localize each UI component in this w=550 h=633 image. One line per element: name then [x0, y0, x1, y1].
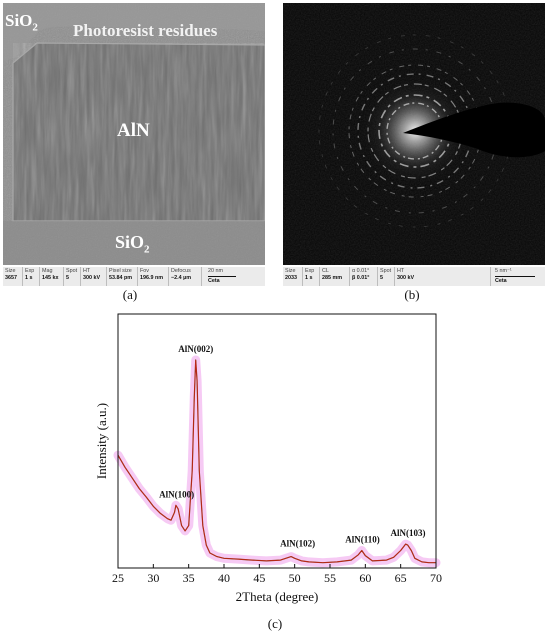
- peak-annotations: AlN(100) AlN(002) AlN(102) AlN(110) AlN(103): [159, 344, 425, 549]
- info-cell: Spot 5: [64, 267, 81, 286]
- info-cell: α 0.01° β 0.01°: [350, 267, 378, 286]
- y-axis-label: Intensity (a.u.): [94, 403, 109, 479]
- noise-band: [113, 355, 441, 568]
- x-tick-label: 45: [253, 571, 265, 585]
- xrd-chart-panel-c: 25 30 35 40 45 50 55 60 65 70 AlN(100) AlN(002) AlN…: [0, 312, 550, 612]
- x-tick-label: 60: [359, 571, 371, 585]
- x-tick-label: 50: [289, 571, 301, 585]
- x-tick-label: 65: [395, 571, 407, 585]
- x-tick-label: 40: [218, 571, 230, 585]
- label-sio2-top: SiO2: [5, 11, 38, 34]
- diffraction-svg: [283, 3, 545, 265]
- scale-bar-a: 20 nm Ceta: [202, 267, 265, 286]
- tem-micrograph: SiO2 Photoresist residues AlN SiO2: [3, 3, 265, 265]
- label-aln: AlN: [117, 120, 150, 141]
- noise-band-path: [113, 355, 441, 568]
- xrd-fit-curve: [117, 359, 436, 564]
- sio2-bottom: [3, 221, 265, 265]
- caption-a: (a): [122, 287, 138, 302]
- diffraction-panel-b: Size 2033 Exp 1 s CL 285 mm α 0.01° β 0.01° …: [283, 3, 545, 286]
- x-tick-label: 30: [147, 571, 159, 585]
- tem-image-panel-a: SiO2 Photoresist residues AlN SiO2 Size 3…: [3, 3, 265, 286]
- info-cell: HT 300 kV: [81, 267, 107, 286]
- label-photoresist: Photoresist residues: [73, 21, 218, 40]
- info-cell: Size 2033: [283, 267, 303, 286]
- peak-label: AlN(102): [280, 539, 315, 549]
- peak-label: AlN(002): [178, 344, 213, 354]
- tem-info-bar-a: Size 3657 Exp 1 s Mag 145 kx Spot 5 HT 300 kV…: [3, 267, 265, 286]
- diffraction-pattern: [283, 3, 545, 265]
- peak-label: AlN(103): [391, 528, 426, 538]
- tem-micrograph-svg: [3, 3, 265, 265]
- x-axis: 25 30 35 40 45 50 55 60 65 70: [112, 564, 442, 585]
- info-cell: CL 285 mm: [320, 267, 350, 286]
- x-tick-label: 25: [112, 571, 124, 585]
- info-cell: Exp 1 s: [303, 267, 320, 286]
- info-cell: Mag 145 kx: [40, 267, 64, 286]
- info-cell: Defocus −2.4 µm: [169, 267, 202, 286]
- diffraction-info-bar-b: Size 2033 Exp 1 s CL 285 mm α 0.01° β 0.01° …: [283, 267, 545, 286]
- xrd-curve: [117, 359, 436, 564]
- info-cell: Pixel size 53.84 pm: [107, 267, 138, 286]
- xrd-chart: 25 30 35 40 45 50 55 60 65 70 AlN(100)AlN(002)AlN…: [94, 313, 442, 604]
- caption-c: (c): [267, 616, 283, 631]
- x-tick-label: 55: [324, 571, 336, 585]
- x-axis-label: 2Theta (degree): [236, 589, 319, 604]
- plot-area: [117, 359, 436, 564]
- plot-frame: [117, 313, 437, 569]
- beam-stopper: [403, 102, 545, 158]
- info-cell: HT 300 kV: [395, 267, 491, 286]
- photoresist-residue: [3, 3, 265, 61]
- peak-label: AlN(110): [345, 534, 380, 544]
- label-sio2-bottom: SiO2: [115, 232, 150, 256]
- caption-b: (b): [404, 287, 420, 302]
- info-cell: Size 3657: [3, 267, 23, 286]
- peak-label: AlN(100): [159, 489, 194, 499]
- info-cell: Spot 5: [378, 267, 395, 286]
- x-tick-label: 35: [183, 571, 195, 585]
- x-tick-label: 70: [430, 571, 442, 585]
- scale-bar-b: 5 nm⁻¹ Ceta: [491, 267, 545, 286]
- info-cell: Exp 1 s: [23, 267, 40, 286]
- info-cell: Fov 196.9 nm: [138, 267, 169, 286]
